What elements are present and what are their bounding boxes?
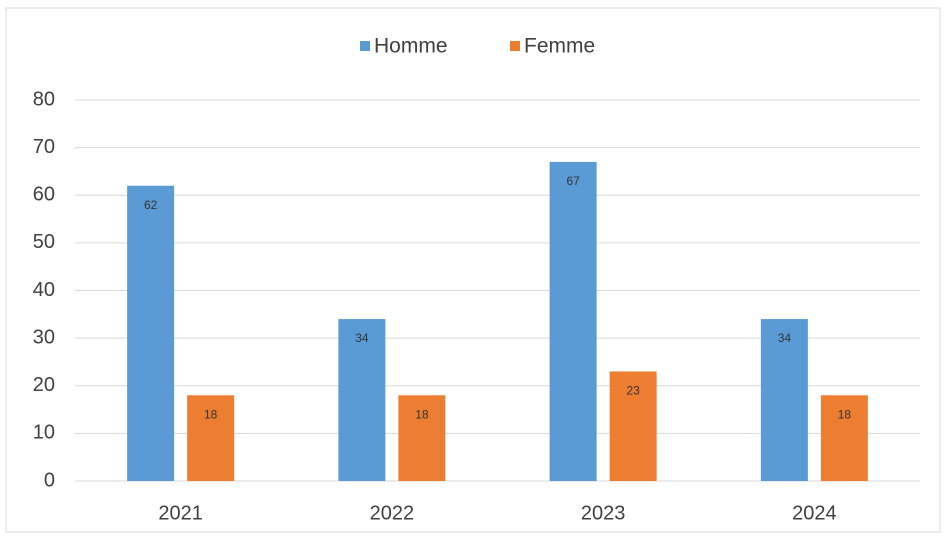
data-label: 23 xyxy=(626,384,640,398)
bar xyxy=(549,161,597,481)
x-tick-label: 2022 xyxy=(370,502,415,524)
data-label: 34 xyxy=(778,331,792,345)
x-tick-label: 2024 xyxy=(792,502,837,524)
data-label: 18 xyxy=(204,407,218,421)
legend-label: Femme xyxy=(524,35,595,58)
bar xyxy=(338,319,386,481)
y-tick-label: 20 xyxy=(33,374,55,396)
data-label: 18 xyxy=(415,407,429,421)
y-tick-label: 40 xyxy=(33,279,55,301)
y-tick-label: 70 xyxy=(33,136,55,158)
bar xyxy=(609,371,657,481)
y-tick-label: 50 xyxy=(33,231,55,253)
y-tick-label: 0 xyxy=(44,469,55,491)
legend-swatch xyxy=(360,41,370,51)
bar xyxy=(187,395,235,481)
x-tick-label: 2021 xyxy=(158,502,203,524)
data-label: 62 xyxy=(144,198,158,212)
y-tick-label: 80 xyxy=(33,88,55,110)
y-tick-label: 30 xyxy=(33,326,55,348)
data-label: 34 xyxy=(355,331,369,345)
x-tick-label: 2023 xyxy=(581,502,626,524)
bar xyxy=(127,185,175,481)
legend-label: Homme xyxy=(374,35,448,58)
legend-swatch xyxy=(510,41,520,51)
data-label: 18 xyxy=(838,407,852,421)
data-label: 67 xyxy=(566,174,580,188)
y-tick-label: 60 xyxy=(33,184,55,206)
bar xyxy=(760,319,808,481)
bar xyxy=(398,395,446,481)
bar xyxy=(820,395,868,481)
y-tick-label: 10 xyxy=(33,422,55,444)
